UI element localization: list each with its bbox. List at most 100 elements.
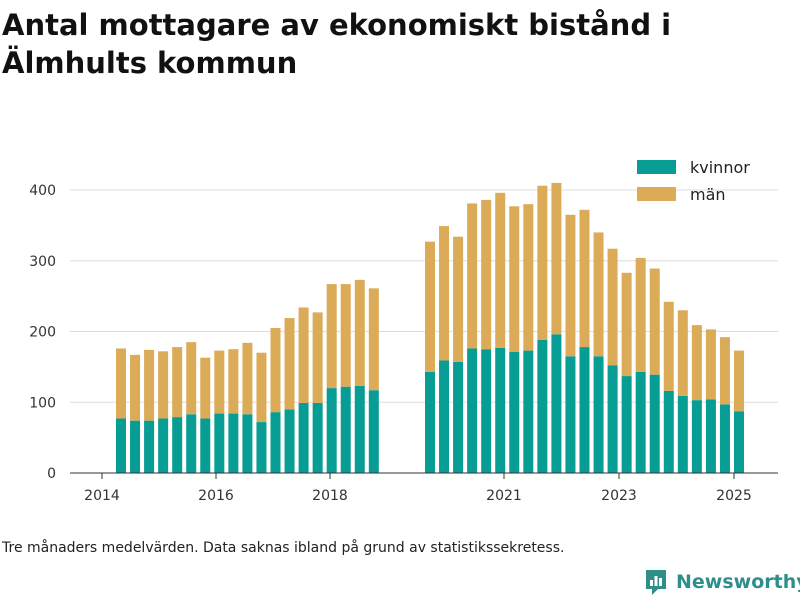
bar-man xyxy=(354,279,365,386)
bar-kvinnor xyxy=(551,334,562,473)
bar-kvinnor xyxy=(214,413,225,473)
bar-kvinnor xyxy=(481,349,492,473)
x-tick-label: 2014 xyxy=(84,488,120,504)
bar-man xyxy=(116,348,126,419)
bar-man xyxy=(551,182,562,335)
legend-swatch-man xyxy=(637,187,676,201)
bar-man xyxy=(256,352,267,423)
bar-kvinnor xyxy=(116,418,126,473)
bar-kvinnor xyxy=(677,395,688,473)
newsworthy-logo-icon xyxy=(646,570,666,595)
brand-name: Newsworthy xyxy=(676,571,800,593)
bar-kvinnor xyxy=(607,365,618,473)
footnote: Tre månaders medelvärden. Data saknas ib… xyxy=(2,540,565,556)
bar-kvinnor xyxy=(495,347,506,473)
bar-kvinnor xyxy=(425,371,435,473)
bar-kvinnor xyxy=(719,404,730,473)
bar-kvinnor xyxy=(734,411,744,473)
bar-kvinnor xyxy=(242,414,253,473)
legend-label-kvinnor: kvinnor xyxy=(690,158,750,177)
bar-man xyxy=(144,349,155,421)
bar-man xyxy=(719,337,730,405)
y-tick-label: 0 xyxy=(47,466,56,482)
bar-kvinnor xyxy=(186,414,197,473)
bar-man xyxy=(200,357,211,419)
bar-kvinnor xyxy=(579,347,590,473)
bar-kvinnor xyxy=(326,388,337,473)
x-tick-label: 2018 xyxy=(312,488,348,504)
x-tick-label: 2021 xyxy=(486,488,522,504)
bar-kvinnor xyxy=(312,402,323,473)
x-axis-ticks: 2014 2016 2018 2021 2023 2025 xyxy=(84,473,752,504)
y-axis-ticks: 0 100 200 300 400 xyxy=(29,183,56,482)
bar-man xyxy=(734,350,744,412)
bar-man xyxy=(228,349,239,414)
bar-kvinnor xyxy=(144,420,155,473)
bar-man xyxy=(467,203,478,349)
bar-man xyxy=(425,241,435,372)
bar-kvinnor xyxy=(467,348,478,473)
bar-kvinnor xyxy=(663,390,674,473)
x-tick-label: 2016 xyxy=(198,488,234,504)
bar-kvinnor xyxy=(453,361,464,473)
bar-man xyxy=(298,307,309,403)
legend: kvinnor män xyxy=(637,158,750,204)
bar-man xyxy=(284,318,295,410)
bar-man xyxy=(607,248,618,366)
bar-kvinnor xyxy=(270,412,281,473)
bar-kvinnor xyxy=(621,376,632,473)
bar-man xyxy=(270,327,281,413)
bar-man xyxy=(453,236,464,362)
chart-title: Antal mottagare av ekonomiskt bistånd i … xyxy=(2,8,672,80)
bar-kvinnor xyxy=(172,417,183,473)
bar-man xyxy=(649,268,660,375)
bar-man xyxy=(214,350,225,414)
bar-kvinnor xyxy=(635,371,646,473)
bar-kvinnor xyxy=(256,422,267,473)
bar-kvinnor xyxy=(565,356,576,473)
bar-kvinnor xyxy=(439,360,450,473)
legend-swatch-kvinnor xyxy=(637,160,676,174)
bar-kvinnor xyxy=(340,386,351,473)
x-tick-label: 2025 xyxy=(716,488,752,504)
y-tick-label: 100 xyxy=(29,395,56,411)
bar-kvinnor xyxy=(705,399,716,473)
y-tick-label: 200 xyxy=(29,325,56,341)
y-tick-label: 400 xyxy=(29,183,56,199)
bars xyxy=(116,182,744,473)
bar-man xyxy=(691,325,702,401)
bar-man xyxy=(326,284,337,389)
bar-kvinnor xyxy=(158,418,169,473)
bar-kvinnor xyxy=(691,400,702,473)
bar-man xyxy=(312,312,323,403)
bar-man xyxy=(537,185,548,340)
bar-kvinnor xyxy=(523,350,534,473)
bar-man xyxy=(495,192,506,348)
x-tick-label: 2023 xyxy=(601,488,637,504)
bar-man xyxy=(340,284,351,387)
bar-man xyxy=(621,272,632,377)
brand-logo: Newsworthy xyxy=(644,568,800,596)
bar-kvinnor xyxy=(537,339,548,473)
bar-kvinnor xyxy=(509,352,520,473)
bar-kvinnor xyxy=(130,420,141,473)
bar-man xyxy=(523,204,534,351)
bar-kvinnor xyxy=(200,418,211,473)
bar-man xyxy=(509,206,520,353)
bar-kvinnor xyxy=(593,356,604,473)
bar-man xyxy=(705,329,716,400)
bar-man xyxy=(677,310,688,396)
bar-man xyxy=(565,214,576,357)
bar-kvinnor xyxy=(298,402,309,473)
bar-man xyxy=(593,232,604,357)
bar-man xyxy=(635,257,646,372)
bar-kvinnor xyxy=(354,385,365,473)
bar-man xyxy=(186,342,197,415)
bar-man xyxy=(663,301,674,391)
bar-man xyxy=(439,226,450,361)
bar-man xyxy=(579,209,590,348)
bar-kvinnor xyxy=(368,390,379,473)
bar-kvinnor xyxy=(228,413,239,473)
bar-man xyxy=(158,351,169,419)
